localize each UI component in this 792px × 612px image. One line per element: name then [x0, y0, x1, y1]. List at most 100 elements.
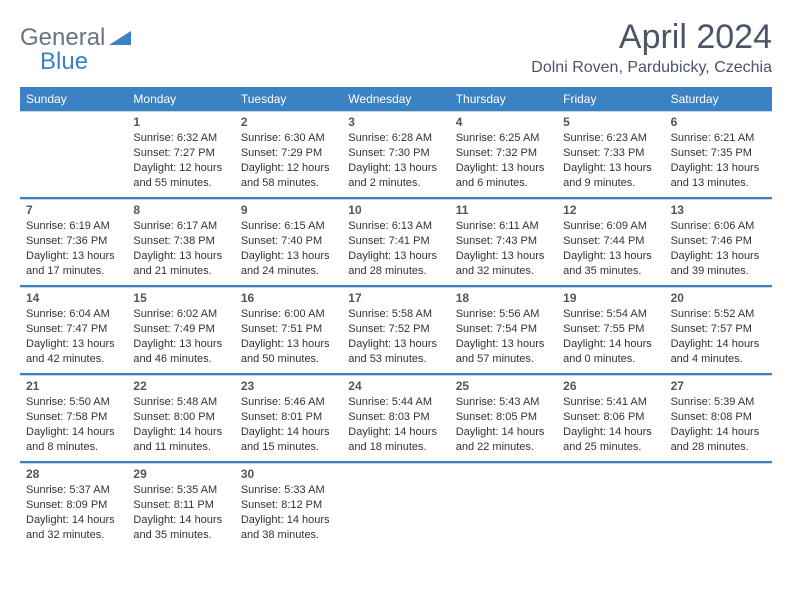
day-detail: Daylight: 13 hours — [563, 249, 658, 264]
day-detail: Sunrise: 5:39 AM — [671, 395, 766, 410]
day-detail: Sunset: 7:32 PM — [456, 146, 551, 161]
day-detail: Sunset: 7:40 PM — [241, 234, 336, 249]
day-cell: 12Sunrise: 6:09 AMSunset: 7:44 PMDayligh… — [557, 199, 664, 285]
day-number: 22 — [133, 379, 228, 393]
day-detail: Daylight: 13 hours — [133, 337, 228, 352]
day-detail: Sunset: 8:09 PM — [26, 498, 121, 513]
day-number: 18 — [456, 291, 551, 305]
day-detail: Daylight: 13 hours — [26, 337, 121, 352]
day-detail: and 39 minutes. — [671, 264, 766, 279]
day-detail: Sunrise: 5:43 AM — [456, 395, 551, 410]
day-number: 12 — [563, 203, 658, 217]
day-cell: 14Sunrise: 6:04 AMSunset: 7:47 PMDayligh… — [20, 287, 127, 373]
day-detail: Sunset: 8:00 PM — [133, 410, 228, 425]
day-detail: Daylight: 13 hours — [241, 249, 336, 264]
week-row: 7Sunrise: 6:19 AMSunset: 7:36 PMDaylight… — [20, 199, 772, 287]
day-detail: Sunset: 7:52 PM — [348, 322, 443, 337]
day-number: 10 — [348, 203, 443, 217]
day-detail: and 13 minutes. — [671, 176, 766, 191]
day-detail: Sunset: 7:47 PM — [26, 322, 121, 337]
day-cell: 20Sunrise: 5:52 AMSunset: 7:57 PMDayligh… — [665, 287, 772, 373]
day-detail: and 0 minutes. — [563, 352, 658, 367]
day-cell: 27 Sunrise: 5:39 AMSunset: 8:08 PMDayligh… — [665, 375, 772, 461]
day-number: 4 — [456, 115, 551, 129]
day-detail: Daylight: 13 hours — [456, 161, 551, 176]
day-cell — [557, 463, 664, 549]
day-detail: Sunset: 8:08 PM — [671, 410, 766, 425]
day-number: 24 — [348, 379, 443, 393]
day-detail: and 17 minutes. — [26, 264, 121, 279]
day-detail: Daylight: 13 hours — [671, 249, 766, 264]
day-number: 27 — [671, 379, 766, 393]
day-detail: and 25 minutes. — [563, 440, 658, 455]
day-cell — [20, 111, 127, 197]
day-cell: 23Sunrise: 5:46 AMSunset: 8:01 PMDayligh… — [235, 375, 342, 461]
title-block: April 2024 Dolni Roven, Pardubicky, Czec… — [531, 18, 772, 77]
day-detail: Sunrise: 6:13 AM — [348, 219, 443, 234]
day-cell: 11Sunrise: 6:11 AMSunset: 7:43 PMDayligh… — [450, 199, 557, 285]
dow-cell: Saturday — [665, 87, 772, 111]
logo-text-blue: Blue — [40, 48, 88, 75]
day-number: 29 — [133, 467, 228, 481]
day-detail: and 32 minutes. — [26, 528, 121, 543]
day-detail: and 9 minutes. — [563, 176, 658, 191]
day-cell: 2Sunrise: 6:30 AMSunset: 7:29 PMDaylight… — [235, 111, 342, 197]
day-cell: 29Sunrise: 5:35 AMSunset: 8:11 PMDayligh… — [127, 463, 234, 549]
day-number: 1 — [133, 115, 228, 129]
day-detail: Daylight: 14 hours — [26, 425, 121, 440]
day-detail: Sunrise: 6:28 AM — [348, 131, 443, 146]
day-cell: 18Sunrise: 5:56 AMSunset: 7:54 PMDayligh… — [450, 287, 557, 373]
day-detail: Sunset: 7:58 PM — [26, 410, 121, 425]
day-detail: Sunrise: 5:35 AM — [133, 483, 228, 498]
day-number: 11 — [456, 203, 551, 217]
day-cell: 8Sunrise: 6:17 AMSunset: 7:38 PMDaylight… — [127, 199, 234, 285]
day-number: 25 — [456, 379, 551, 393]
day-detail: Sunrise: 6:17 AM — [133, 219, 228, 234]
day-number: 2 — [241, 115, 336, 129]
day-number: 26 — [563, 379, 658, 393]
day-detail: Sunset: 7:41 PM — [348, 234, 443, 249]
day-number: 16 — [241, 291, 336, 305]
day-detail: Sunrise: 6:09 AM — [563, 219, 658, 234]
day-detail: Sunset: 7:49 PM — [133, 322, 228, 337]
day-detail: Sunset: 8:01 PM — [241, 410, 336, 425]
day-detail: Sunrise: 5:48 AM — [133, 395, 228, 410]
day-detail: Sunrise: 6:11 AM — [456, 219, 551, 234]
day-number: 14 — [26, 291, 121, 305]
dow-cell: Tuesday — [235, 87, 342, 111]
day-cell: 7Sunrise: 6:19 AMSunset: 7:36 PMDaylight… — [20, 199, 127, 285]
month-title: April 2024 — [531, 18, 772, 57]
day-detail: Sunrise: 6:23 AM — [563, 131, 658, 146]
day-detail: and 8 minutes. — [26, 440, 121, 455]
day-detail: Daylight: 14 hours — [133, 425, 228, 440]
week-row: 21Sunrise: 5:50 AMSunset: 7:58 PMDayligh… — [20, 375, 772, 463]
day-cell: 15 Sunrise: 6:02 AMSunset: 7:49 PMDayligh… — [127, 287, 234, 373]
day-number: 6 — [671, 115, 766, 129]
day-cell: 9Sunrise: 6:15 AMSunset: 7:40 PMDaylight… — [235, 199, 342, 285]
day-detail: and 42 minutes. — [26, 352, 121, 367]
header: General April 2024 Dolni Roven, Pardubic… — [20, 18, 772, 77]
day-detail: Sunrise: 6:02 AM — [133, 307, 228, 322]
day-detail: Sunset: 7:38 PM — [133, 234, 228, 249]
day-number: 20 — [671, 291, 766, 305]
day-detail: and 53 minutes. — [348, 352, 443, 367]
day-cell — [450, 463, 557, 549]
dow-cell: Friday — [557, 87, 664, 111]
day-number: 3 — [348, 115, 443, 129]
day-number: 30 — [241, 467, 336, 481]
day-number: 15 — [133, 291, 228, 305]
day-cell: 13Sunrise: 6:06 AMSunset: 7:46 PMDayligh… — [665, 199, 772, 285]
day-detail: Daylight: 13 hours — [26, 249, 121, 264]
day-detail: Sunset: 7:36 PM — [26, 234, 121, 249]
day-detail: Sunrise: 5:33 AM — [241, 483, 336, 498]
day-detail: and 35 minutes. — [133, 528, 228, 543]
day-detail: Sunset: 7:35 PM — [671, 146, 766, 161]
day-detail: Sunrise: 5:54 AM — [563, 307, 658, 322]
day-cell: 26Sunrise: 5:41 AMSunset: 8:06 PMDayligh… — [557, 375, 664, 461]
day-detail: Sunrise: 5:50 AM — [26, 395, 121, 410]
location: Dolni Roven, Pardubicky, Czechia — [531, 59, 772, 77]
day-detail: Daylight: 14 hours — [671, 425, 766, 440]
day-cell: 5Sunrise: 6:23 AMSunset: 7:33 PMDaylight… — [557, 111, 664, 197]
calendar: SundayMondayTuesdayWednesdayThursdayFrid… — [20, 87, 772, 549]
day-number: 5 — [563, 115, 658, 129]
